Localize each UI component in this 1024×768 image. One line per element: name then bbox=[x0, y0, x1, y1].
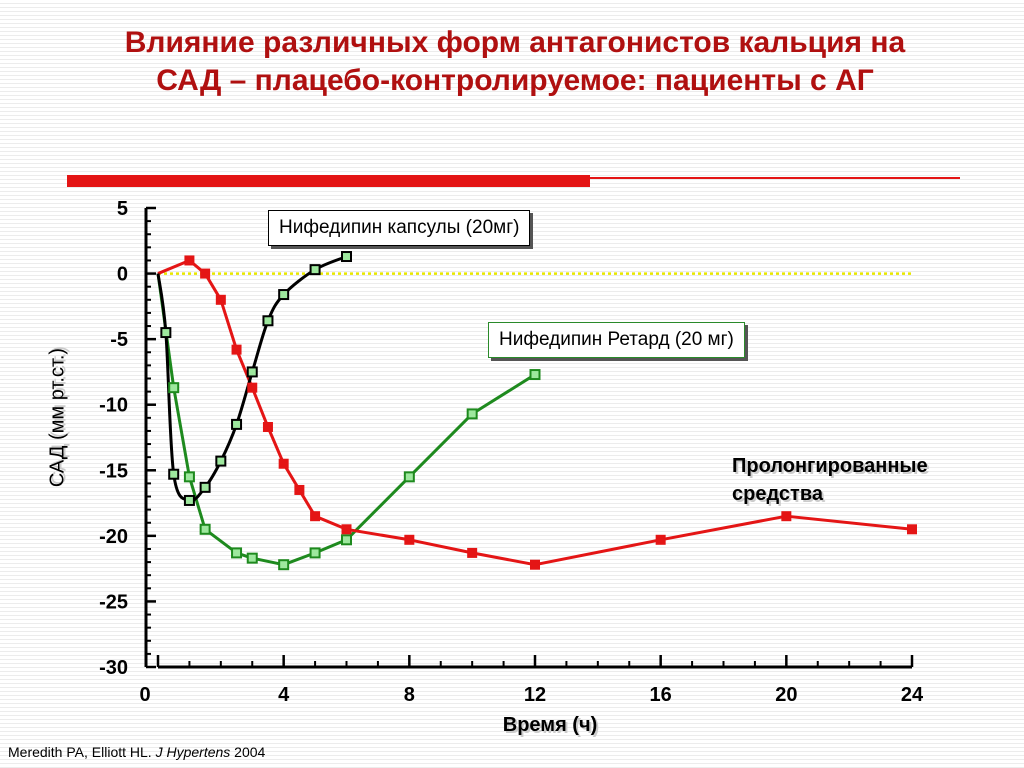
series-line-2 bbox=[157, 258, 913, 567]
page-title: Влияние различных форм антагонистов каль… bbox=[40, 24, 990, 100]
x-tick-label: 0 bbox=[139, 684, 150, 706]
data-point-prolonged bbox=[278, 458, 289, 469]
data-point-prolonged bbox=[310, 511, 321, 522]
citation-year: 2004 bbox=[234, 744, 266, 760]
series-line-1 bbox=[156, 273, 536, 567]
data-point-retard bbox=[403, 471, 415, 483]
data-point-capsules bbox=[341, 251, 352, 263]
data-point-prolonged bbox=[215, 294, 226, 305]
data-point-prolonged bbox=[341, 524, 352, 535]
title-line-2: САД – плацебо-контролируемое: пациенты с… bbox=[156, 64, 874, 97]
data-point-retard bbox=[529, 369, 541, 381]
data-point-retard bbox=[246, 552, 258, 564]
data-point-prolonged bbox=[907, 524, 917, 535]
data-point-retard bbox=[183, 471, 195, 483]
x-tick-label: 12 bbox=[524, 684, 546, 706]
data-point-prolonged bbox=[530, 559, 540, 570]
y-tick-label: -15 bbox=[99, 460, 128, 482]
label-prolonged-line-2: средства bbox=[732, 483, 823, 505]
data-point-retard bbox=[309, 547, 321, 559]
data-point-prolonged bbox=[467, 547, 478, 558]
x-tick-label: 16 bbox=[650, 684, 672, 706]
y-tick-label: 0 bbox=[117, 264, 128, 286]
data-point-capsules bbox=[278, 289, 290, 301]
y-tick-label: -20 bbox=[99, 526, 128, 548]
y-tick-label: -5 bbox=[110, 329, 128, 351]
y-tick-label: 5 bbox=[117, 198, 128, 220]
data-point-retard bbox=[278, 559, 290, 571]
data-point-retard bbox=[466, 408, 478, 420]
data-point-capsules bbox=[231, 418, 243, 430]
data-point-retard bbox=[341, 534, 352, 546]
y-axis-label: САД (мм рт.ст.) bbox=[46, 347, 69, 488]
x-axis-label: Время (ч) bbox=[502, 714, 598, 736]
data-point-retard bbox=[199, 523, 211, 535]
data-point-capsules bbox=[199, 481, 211, 493]
y-tick-label: -25 bbox=[99, 591, 128, 613]
data-point-prolonged bbox=[200, 268, 211, 279]
data-point-prolonged bbox=[655, 534, 666, 545]
data-point-retard bbox=[231, 547, 243, 559]
label-nifedipine-capsules: Нифедипин капсулы (20мг) bbox=[268, 210, 531, 246]
data-point-prolonged bbox=[404, 534, 415, 545]
label-prolonged-agents: Пролонгированные средства bbox=[732, 452, 928, 508]
accent-line bbox=[590, 177, 960, 179]
title-line-1: Влияние различных форм антагонистов каль… bbox=[124, 26, 906, 59]
y-tick-label: -10 bbox=[99, 395, 128, 417]
data-point-prolonged bbox=[294, 484, 305, 495]
data-point-prolonged bbox=[247, 382, 258, 393]
label-prolonged-line-1: Пролонгированные bbox=[732, 455, 928, 477]
data-point-capsules bbox=[183, 494, 195, 506]
accent-bar bbox=[67, 175, 590, 187]
data-point-capsules bbox=[160, 327, 172, 339]
data-point-prolonged bbox=[262, 422, 273, 433]
citation-authors: Meredith PA, Elliott HL. bbox=[8, 744, 152, 760]
label-nifedipine-retard: Нифедипин Ретард (20 мг) bbox=[488, 322, 745, 358]
x-tick-label: 4 bbox=[278, 684, 290, 706]
data-point-capsules bbox=[215, 455, 227, 467]
data-point-capsules bbox=[262, 315, 274, 327]
x-tick-label: 8 bbox=[404, 684, 415, 706]
data-point-capsules bbox=[309, 264, 321, 276]
data-point-capsules bbox=[168, 468, 180, 480]
citation-journal: J Hypertens bbox=[155, 744, 231, 760]
data-point-prolonged bbox=[231, 344, 242, 355]
y-tick-label: -30 bbox=[99, 657, 128, 679]
data-point-prolonged bbox=[184, 255, 195, 266]
data-point-retard bbox=[168, 382, 180, 394]
x-tick-label: 20 bbox=[775, 684, 797, 706]
data-point-prolonged bbox=[781, 511, 792, 522]
x-tick-label: 24 bbox=[901, 684, 924, 706]
citation: Meredith PA, Elliott HL. J Hypertens 200… bbox=[8, 744, 265, 760]
data-point-capsules bbox=[246, 366, 258, 378]
